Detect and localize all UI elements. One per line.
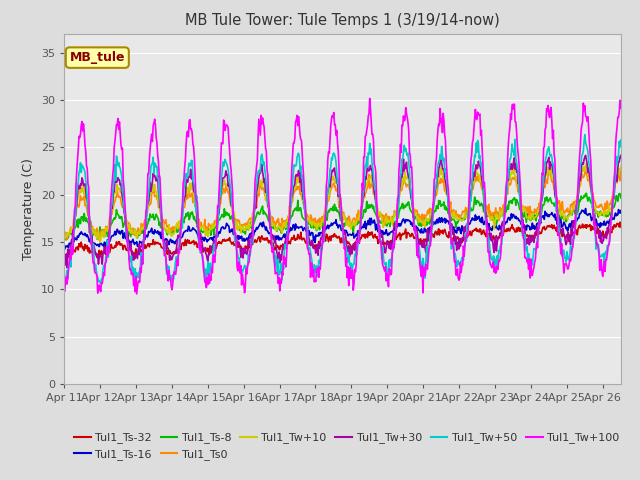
Tul1_Tw+10 [444,194,451,200]
Tul1_Ts-32 [129,248,136,254]
Tul1_Ts0 [234,219,242,225]
Tul1_Ts0 [262,195,270,201]
Tul1_Ts-8 [635,206,640,212]
Title: MB Tule Tower: Tule Temps 1 (3/19/14-now): MB Tule Tower: Tule Temps 1 (3/19/14-now… [185,13,500,28]
Tul1_Tw+100 [412,232,420,238]
Tul1_Tw+50 [234,252,242,258]
Tul1_Ts-8 [284,216,292,222]
Tul1_Tw+30 [444,193,451,199]
Line: Tul1_Tw+30: Tul1_Tw+30 [64,155,639,268]
Tul1_Tw+10 [234,227,242,233]
Tul1_Ts0 [582,166,589,172]
Tul1_Ts0 [129,230,136,236]
Tul1_Ts0 [284,213,292,219]
Tul1_Tw+100 [133,291,141,297]
Tul1_Tw+100 [284,238,292,243]
Tul1_Ts-16 [61,246,68,252]
Text: MB_tule: MB_tule [70,51,125,64]
Tul1_Ts-8 [60,235,68,241]
Tul1_Ts-32 [412,236,419,241]
Tul1_Tw+100 [366,96,374,101]
Tul1_Ts-16 [635,218,640,224]
Tul1_Ts-32 [620,217,628,223]
Tul1_Tw+30 [412,224,419,230]
Tul1_Tw+100 [635,265,640,271]
Tul1_Tw+50 [635,249,640,255]
Tul1_Tw+10 [129,228,136,234]
Tul1_Ts-8 [412,214,419,219]
Tul1_Tw+30 [284,228,292,233]
Tul1_Ts-8 [618,188,626,193]
Line: Tul1_Ts0: Tul1_Ts0 [64,169,639,240]
Tul1_Tw+10 [635,210,640,216]
Tul1_Tw+50 [60,281,68,287]
Tul1_Ts-32 [94,255,102,261]
Tul1_Tw+100 [234,268,242,274]
Tul1_Tw+30 [129,257,136,263]
Line: Tul1_Ts-32: Tul1_Ts-32 [64,220,639,258]
Tul1_Ts-16 [284,235,292,240]
Tul1_Tw+30 [635,234,640,240]
Line: Tul1_Tw+50: Tul1_Tw+50 [64,135,639,284]
Tul1_Ts-8 [444,207,451,213]
Tul1_Tw+100 [262,148,270,154]
Line: Tul1_Tw+100: Tul1_Tw+100 [64,98,639,294]
Tul1_Tw+10 [96,240,104,245]
Tul1_Ts-16 [234,233,242,239]
Tul1_Tw+50 [444,189,451,194]
Tul1_Tw+30 [262,181,270,187]
Tul1_Ts-16 [60,246,68,252]
Tul1_Tw+50 [61,281,69,287]
Tul1_Ts-8 [129,230,136,236]
Tul1_Ts-16 [582,206,589,212]
Tul1_Tw+10 [412,209,419,215]
Tul1_Ts-32 [635,230,640,236]
Tul1_Ts0 [60,235,68,240]
Tul1_Tw+10 [262,193,270,199]
Tul1_Ts-32 [234,242,242,248]
Tul1_Tw+50 [129,272,136,277]
Tul1_Tw+30 [617,152,625,158]
Tul1_Tw+50 [581,132,589,138]
Tul1_Ts-16 [412,228,419,234]
Tul1_Ts-32 [262,237,270,243]
Tul1_Tw+30 [60,259,68,264]
Legend: Tul1_Ts-32, Tul1_Ts-16, Tul1_Ts-8, Tul1_Ts0, Tul1_Tw+10, Tul1_Tw+30, Tul1_Tw+50,: Tul1_Ts-32, Tul1_Ts-16, Tul1_Ts-8, Tul1_… [70,428,624,464]
Line: Tul1_Ts-8: Tul1_Ts-8 [64,191,639,240]
Y-axis label: Temperature (C): Temperature (C) [22,158,35,260]
Tul1_Ts-8 [262,212,270,217]
Tul1_Ts-16 [262,224,270,230]
Line: Tul1_Tw+10: Tul1_Tw+10 [64,164,639,242]
Tul1_Ts-32 [60,250,68,256]
Tul1_Ts-32 [284,241,292,247]
Tul1_Ts0 [412,207,419,213]
Tul1_Tw+50 [262,181,270,187]
Tul1_Tw+50 [412,231,419,237]
Tul1_Tw+50 [284,222,292,228]
Tul1_Ts-16 [444,218,451,224]
Tul1_Tw+100 [60,287,68,292]
Tul1_Ts-8 [234,225,242,231]
Tul1_Tw+10 [284,215,292,221]
Tul1_Tw+10 [582,161,590,167]
Tul1_Tw+30 [234,241,242,247]
Tul1_Ts-8 [63,237,70,243]
Tul1_Ts0 [444,190,451,196]
Tul1_Tw+100 [127,272,135,277]
Line: Tul1_Ts-16: Tul1_Ts-16 [64,209,639,249]
Tul1_Ts0 [635,204,640,210]
Tul1_Ts-16 [129,238,136,244]
Tul1_Ts-32 [444,233,451,239]
Tul1_Tw+100 [445,187,452,193]
Tul1_Tw+30 [63,265,71,271]
Tul1_Tw+10 [60,236,68,241]
Tul1_Ts0 [95,237,103,242]
